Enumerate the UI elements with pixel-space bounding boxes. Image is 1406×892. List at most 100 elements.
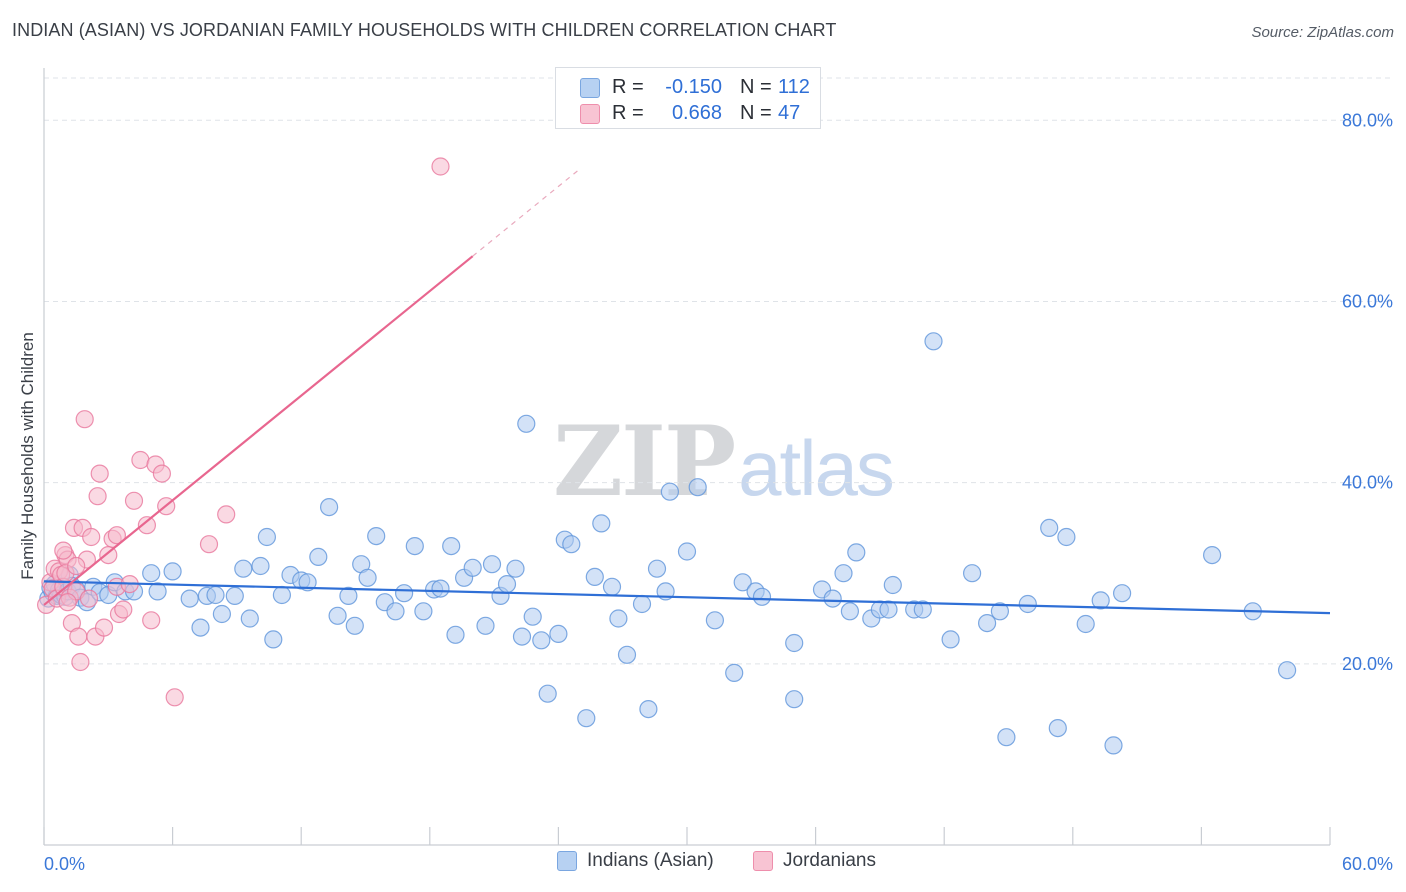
- point-indians: [609, 609, 628, 628]
- point-indians: [1018, 594, 1037, 614]
- point-indians: [206, 585, 225, 605]
- y-tick-label: 80.0%: [1342, 110, 1393, 130]
- point-indians: [234, 559, 253, 578]
- point-jordanians: [75, 410, 94, 429]
- point-jordanians: [58, 593, 77, 612]
- y-axis-label: Family Households with Children: [18, 332, 37, 580]
- point-indians: [431, 579, 450, 598]
- point-indians: [647, 559, 667, 578]
- legend-swatch-indians: [557, 851, 577, 871]
- trend-line-jordanians-extension: [472, 168, 581, 257]
- stats-r-value: 0.668: [671, 102, 722, 124]
- point-indians: [442, 536, 461, 556]
- point-jordanians: [114, 600, 133, 619]
- point-indians: [1277, 661, 1297, 680]
- point-indians: [517, 414, 536, 433]
- point-indians: [328, 606, 347, 625]
- point-indians: [879, 600, 898, 619]
- point-indians: [339, 586, 358, 606]
- point-indians: [840, 602, 860, 621]
- point-indians: [602, 577, 622, 596]
- point-indians: [497, 574, 517, 594]
- point-indians: [386, 602, 405, 621]
- point-jordanians: [217, 505, 236, 524]
- point-indians: [1104, 736, 1123, 755]
- point-indians: [705, 611, 725, 630]
- point-indians: [414, 602, 433, 621]
- stats-r-value: -0.150: [665, 76, 722, 98]
- point-indians: [476, 616, 495, 635]
- point-indians: [562, 535, 581, 554]
- point-jordanians: [79, 589, 99, 608]
- point-indians: [163, 562, 182, 581]
- point-indians: [913, 600, 932, 619]
- point-indians: [847, 543, 866, 562]
- point-indians: [272, 585, 291, 605]
- point-indians: [677, 542, 697, 561]
- legend-swatch-jordanians: [753, 851, 773, 871]
- legend-item-jordanians[interactable]: Jordanians: [753, 850, 876, 872]
- point-indians: [463, 558, 482, 577]
- point-indians: [577, 709, 596, 728]
- stats-swatch-jordanians: [580, 103, 600, 124]
- point-indians: [320, 498, 339, 517]
- source-label: Source: ZipAtlas.com: [1251, 24, 1394, 41]
- point-jordanians: [69, 627, 88, 646]
- point-indians: [632, 594, 652, 614]
- point-indians: [834, 564, 853, 583]
- point-jordanians: [142, 611, 161, 630]
- point-indians: [1048, 718, 1067, 738]
- x-tick-label: 0.0%: [44, 854, 85, 874]
- point-indians: [395, 584, 414, 603]
- stats-r-label: R =: [612, 102, 644, 124]
- legend-item-indians[interactable]: Indians (Asian): [557, 850, 714, 872]
- watermark-zip: ZIP: [553, 405, 736, 518]
- point-indians: [482, 555, 502, 574]
- point-indians: [639, 699, 658, 719]
- point-indians: [990, 602, 1010, 621]
- stats-row-indians: R = -0.150 N = 112: [580, 76, 810, 99]
- point-indians: [212, 604, 231, 624]
- point-indians: [585, 567, 604, 587]
- point-indians: [264, 630, 283, 649]
- point-jordanians: [67, 556, 86, 576]
- point-indians: [977, 613, 997, 633]
- point-jordanians: [137, 516, 156, 535]
- point-indians: [962, 564, 982, 583]
- point-indians: [148, 582, 167, 601]
- point-indians: [1040, 518, 1059, 538]
- point-indians: [257, 527, 276, 547]
- stats-r-label: R =: [612, 76, 644, 98]
- point-indians: [941, 630, 960, 649]
- point-jordanians: [431, 157, 450, 176]
- point-indians: [538, 684, 557, 703]
- y-tick-label: 60.0%: [1342, 291, 1393, 311]
- trend-line-jordanians: [43, 255, 474, 606]
- point-indians: [367, 526, 386, 546]
- stats-n-value: 47: [778, 102, 801, 124]
- point-indians: [225, 586, 244, 606]
- legend-label-indians: Indians (Asian): [587, 850, 714, 871]
- point-indians: [405, 536, 424, 556]
- y-tick-label: 40.0%: [1342, 473, 1393, 493]
- point-indians: [997, 728, 1016, 747]
- point-jordanians: [71, 652, 90, 672]
- stats-legend-box: R = -0.150 N = 112 R = 0.668 N = 47: [555, 67, 821, 129]
- point-indians: [549, 624, 568, 644]
- point-indians: [592, 514, 611, 533]
- point-indians: [180, 589, 199, 608]
- point-indians: [142, 564, 161, 583]
- point-indians: [506, 559, 525, 578]
- legend-label-jordanians: Jordanians: [783, 850, 876, 871]
- point-indians: [725, 663, 744, 683]
- point-indians: [532, 631, 551, 650]
- point-jordanians: [88, 487, 107, 506]
- stats-swatch-indians: [580, 77, 600, 98]
- watermark-atlas: atlas: [738, 424, 895, 512]
- point-indians: [785, 690, 804, 709]
- point-indians: [1076, 614, 1095, 634]
- point-jordanians: [152, 464, 171, 483]
- point-indians: [617, 645, 637, 664]
- x-tick-label: 60.0%: [1342, 854, 1393, 874]
